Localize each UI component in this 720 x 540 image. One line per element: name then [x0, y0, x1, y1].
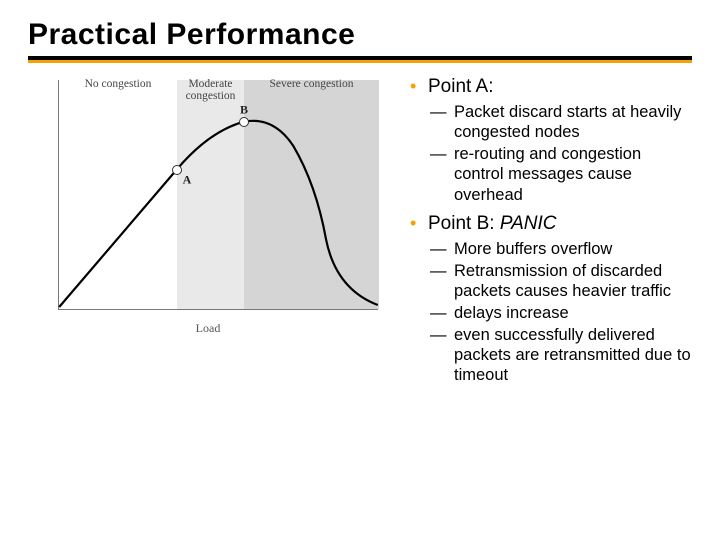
chart-curve: [59, 80, 378, 309]
chart-point-marker: [239, 117, 249, 127]
bullet-label-extra: PANIC: [500, 213, 557, 234]
sub-bullet-list: More buffers overflowRetransmission of d…: [428, 239, 692, 386]
chart-x-axis-label: Load: [196, 321, 221, 336]
sub-bullet-item: delays increase: [428, 303, 692, 323]
chart-point-marker: [172, 165, 182, 175]
bullet-list: Point A: Packet discard starts at heavily…: [408, 76, 692, 386]
congestion-chart: Normalized Throughput No congestionModer…: [28, 74, 388, 334]
bullet-label: Point A:: [428, 76, 494, 97]
bullet-item: Point A: Packet discard starts at heavily…: [408, 76, 692, 205]
content-row: Normalized Throughput No congestionModer…: [28, 74, 692, 394]
bullet-label: Point B:: [428, 213, 500, 234]
sub-bullet-list: Packet discard starts at heavily congest…: [428, 102, 692, 205]
chart-column: Normalized Throughput No congestionModer…: [28, 74, 398, 394]
chart-plot-area: No congestionModeratecongestionSevere co…: [58, 80, 378, 310]
title-underline: [28, 56, 692, 60]
sub-bullet-item: Packet discard starts at heavily congest…: [428, 102, 692, 142]
chart-point-label: B: [240, 103, 248, 118]
bullet-item: Point B: PANIC More buffers overflowRetra…: [408, 213, 692, 386]
chart-point-label: A: [183, 173, 192, 188]
slide-title: Practical Performance: [28, 18, 692, 52]
sub-bullet-item: Retransmission of discarded packets caus…: [428, 261, 692, 301]
sub-bullet-item: even successfully delivered packets are …: [428, 325, 692, 385]
sub-bullet-item: More buffers overflow: [428, 239, 692, 259]
text-column: Point A: Packet discard starts at heavily…: [408, 74, 692, 394]
sub-bullet-item: re-routing and congestion control messag…: [428, 144, 692, 204]
